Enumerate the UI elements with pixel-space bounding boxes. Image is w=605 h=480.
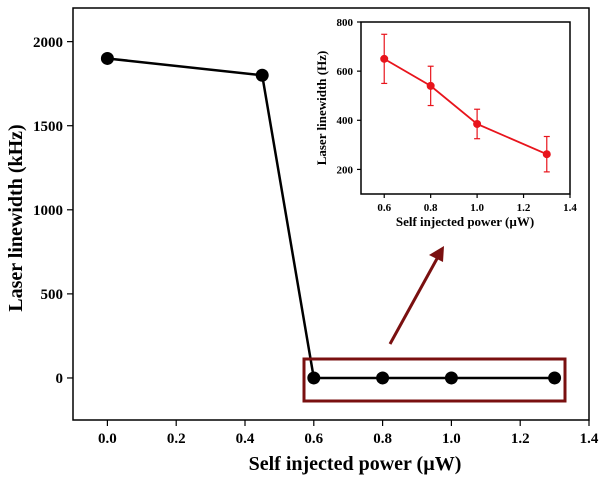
main-x-tick-label: 0.8 [373, 431, 392, 447]
main-data-point [100, 51, 114, 65]
main-series-line [107, 57, 555, 380]
main-x-tick-label: 1.2 [511, 431, 530, 447]
inset-x-axis-title: Self injected power (µW) [396, 214, 534, 229]
inset-data-point [380, 54, 389, 63]
highlight-arrow-shaft [388, 254, 441, 345]
main-data-point [307, 371, 321, 385]
inset-plot-frame [360, 21, 571, 195]
main-y-tick-label: 1500 [33, 119, 63, 135]
inset-data-point [426, 81, 435, 90]
inset-chart: 0.6 0.8 1.0 1.2 1.4 200 400 600 800 Self inject… [314, 17, 577, 229]
inset-y-tick-label: 400 [337, 115, 354, 127]
inset-x-tick-label: 1.2 [517, 202, 531, 214]
main-y-tick-label: 1000 [33, 203, 63, 219]
main-data-point [548, 371, 562, 385]
main-x-tick-label: 0.6 [304, 431, 323, 447]
inset-x-tick-label: 1.0 [470, 202, 484, 214]
main-x-tick-label: 0.4 [236, 431, 255, 447]
inset-y-tick-label: 200 [337, 164, 354, 176]
main-y-tick-label: 500 [41, 287, 64, 303]
inset-y-axis-title: Laser linewidth (Hz) [314, 51, 329, 166]
main-y-tick-label: 0 [56, 371, 64, 387]
main-chart: 0.0 0.2 0.4 0.6 0.8 1.0 1.2 1.4 0 500 1000 1500 200… [5, 7, 599, 475]
main-x-tick-label: 1.4 [580, 431, 599, 447]
main-data-point [444, 371, 458, 385]
main-data-point [255, 68, 269, 82]
highlight-box [302, 357, 567, 403]
inset-y-tick-label: 600 [337, 66, 354, 78]
inset-x-tick-label: 0.6 [377, 202, 391, 214]
inset-y-tick-label: 800 [337, 17, 354, 29]
highlight-arrow-head [429, 246, 444, 262]
main-y-tick-label: 2000 [33, 35, 63, 51]
main-data-point [376, 371, 390, 385]
inset-x-tick-label: 1.4 [563, 202, 577, 214]
main-x-tick-label: 0.2 [167, 431, 186, 447]
inset-data-point [473, 119, 482, 128]
main-y-axis-title: Laser linewidth (kHz) [5, 124, 27, 311]
main-plot-frame [72, 7, 590, 421]
main-x-tick-label: 0.0 [98, 431, 117, 447]
main-x-axis-title: Self injected power (µW) [249, 453, 462, 475]
inset-series-line [383, 58, 548, 156]
inset-x-tick-label: 0.8 [424, 202, 438, 214]
main-x-tick-label: 1.0 [442, 431, 461, 447]
inset-data-point [542, 150, 551, 159]
